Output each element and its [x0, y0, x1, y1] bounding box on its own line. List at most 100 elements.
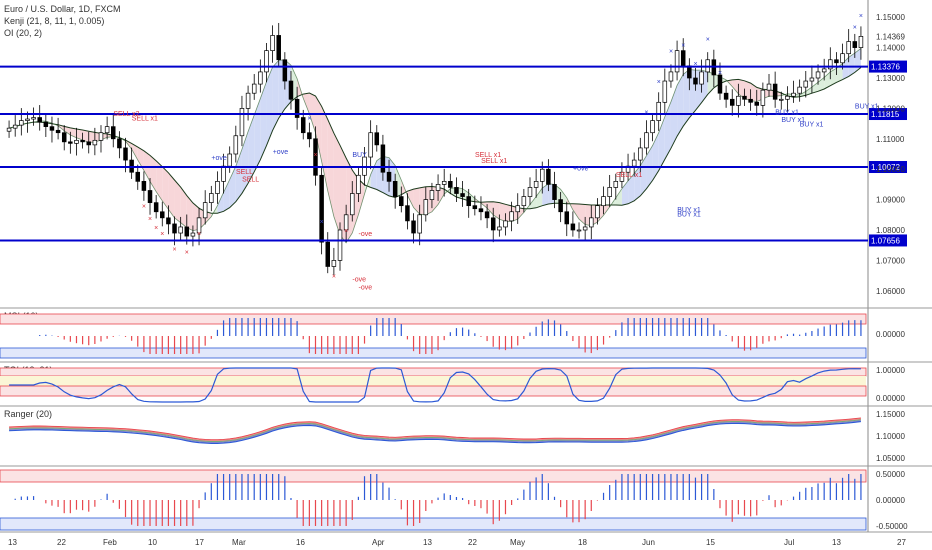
ribbon-segment [315, 96, 322, 162]
pane-tick-label: 1.10000 [876, 432, 905, 441]
candle-body [760, 89, 766, 106]
candle-body [472, 205, 478, 210]
candle-body [785, 95, 790, 100]
ribbon-segment [732, 79, 739, 94]
candle-body [49, 126, 55, 131]
candle-body [546, 168, 551, 185]
pane-tick-label: 0.50000 [876, 470, 905, 479]
ribbon-segment [634, 165, 641, 201]
level-label-bg [869, 161, 907, 174]
candle-body [466, 196, 471, 207]
candle-body [821, 68, 827, 73]
signal-cross: × [148, 216, 152, 223]
ribbon-segment [321, 106, 328, 192]
candle-body [178, 226, 183, 234]
pane-band [0, 376, 866, 386]
candle-body [37, 117, 42, 123]
signal-label: SELL x2 [113, 111, 139, 118]
candle-body [258, 71, 263, 85]
ribbon-segment [254, 98, 261, 172]
candle-body [515, 205, 520, 213]
signal-label: BUY x1 [677, 207, 701, 214]
candle-body [509, 211, 514, 222]
candle-body [693, 77, 698, 85]
candle-body [791, 92, 796, 97]
candle-body [815, 71, 821, 79]
candle-body [153, 202, 159, 213]
candle-body [221, 165, 226, 182]
ribbon-segment [493, 201, 500, 220]
candle-body [435, 184, 441, 191]
candle-body [460, 193, 465, 197]
candle-body [313, 138, 318, 176]
candle-body [840, 53, 845, 64]
ribbon-segment [333, 133, 341, 235]
candle-body [264, 50, 269, 73]
time-tick-label: 13 [8, 538, 17, 547]
signal-label: -ove [359, 284, 373, 291]
candle-body [98, 132, 104, 141]
price-tick-label: 1.15000 [876, 13, 905, 22]
candle-body [687, 65, 692, 79]
candle-body [533, 181, 539, 188]
candle-body [558, 199, 563, 213]
price-axis: 1.15000 1.14000 1.13000 1.12000 1.11000 1.100… [876, 13, 905, 296]
candle-body [619, 171, 625, 182]
ribbon-segment [156, 160, 163, 201]
candle-body [613, 181, 619, 188]
signal-label: -ove [352, 277, 366, 284]
ribbon-segment [658, 116, 665, 171]
candle-body [423, 199, 429, 216]
signal-label: SELL x1 [132, 116, 158, 123]
pane-tick-label: 0.00000 [876, 496, 905, 505]
candle-body [117, 138, 122, 149]
pane-tick-label: 1.15000 [876, 410, 905, 419]
candle-body [25, 118, 30, 121]
signal-cross: × [154, 225, 158, 232]
ranger-line [9, 419, 861, 443]
candle-body [834, 59, 839, 64]
ribbon-segment [750, 83, 757, 102]
ribbon-segment [223, 179, 230, 212]
candle-body [674, 50, 680, 73]
level-label-bg [869, 60, 907, 73]
time-tick-label: Feb [103, 538, 117, 547]
candle-body [631, 159, 637, 167]
candle-body [742, 95, 747, 100]
candle-body [111, 126, 116, 140]
signal-label: BUY x1 [677, 211, 701, 218]
ranger-line [9, 417, 861, 441]
candle-body [478, 208, 484, 213]
candle-body [374, 132, 380, 146]
signal-cross: × [657, 79, 661, 86]
pane-band [0, 347, 867, 359]
candle-body [141, 181, 147, 191]
candle-body [135, 171, 141, 182]
ribbon-segment [303, 92, 310, 114]
ribbon-segment [241, 131, 249, 194]
ranger-line [9, 421, 861, 444]
ribbon-segment [615, 188, 622, 206]
candle-body [638, 147, 643, 161]
candle-body [644, 132, 649, 149]
candle-body [595, 205, 600, 219]
candle-body [147, 190, 153, 203]
signal-label: BUY x1 [775, 109, 799, 116]
signal-label: SELL [236, 169, 253, 176]
candle-body [343, 214, 349, 231]
candle-body [380, 144, 386, 173]
ribbon-segment [174, 179, 181, 223]
ribbon-segment [830, 68, 837, 86]
signal-label: +ove [273, 149, 288, 156]
candle-body [484, 211, 490, 219]
time-tick-label: 13 [423, 538, 432, 547]
candle-body [160, 211, 165, 219]
price-tick-label: 1.11000 [876, 135, 905, 144]
candle-body [172, 223, 177, 234]
time-tick-label: 13 [832, 538, 841, 547]
signal-cross: × [173, 246, 177, 253]
candle-body [245, 92, 251, 109]
candle-body [294, 98, 300, 118]
candle-body [307, 132, 312, 140]
pane-tick-label: 0.00000 [876, 394, 905, 403]
